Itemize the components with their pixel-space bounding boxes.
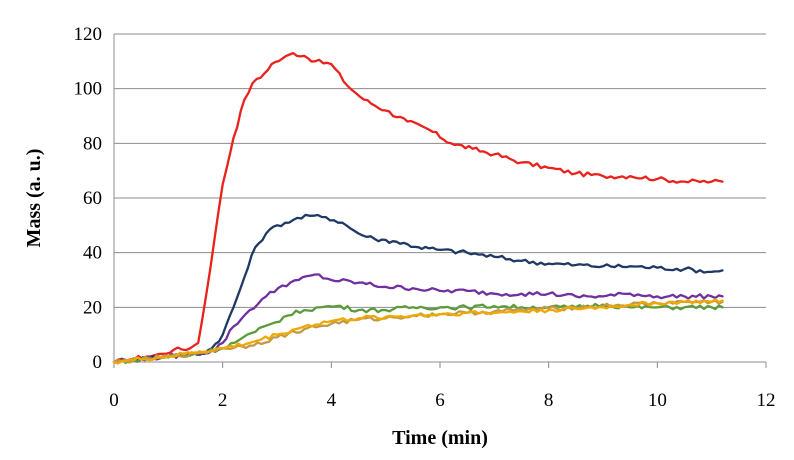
series-lines: [112, 51, 724, 365]
series-line-6: [112, 298, 724, 365]
y-tick-label: 80: [83, 133, 102, 154]
y-tick-label: 40: [83, 243, 102, 264]
x-tick-labels: 0 2 4 6 8 10 12: [109, 390, 775, 411]
x-tick-label: 6: [435, 390, 445, 411]
series-line-5: [112, 299, 724, 364]
axes: [113, 34, 767, 368]
y-tick-label: 100: [74, 79, 103, 100]
x-tick-label: 10: [648, 390, 667, 411]
y-tick-label: 60: [83, 188, 102, 209]
x-tick-label: 2: [218, 390, 228, 411]
x-axis-title: Time (min): [392, 427, 488, 449]
y-axis-title: Mass (a. u.): [23, 149, 45, 248]
y-tick-label: 120: [74, 24, 103, 45]
y-tick-label: 0: [93, 352, 103, 373]
y-tick-label: 20: [83, 297, 102, 318]
series-line-3: [112, 273, 724, 364]
y-tick-labels: 0 20 40 60 80 100 120: [74, 24, 103, 373]
x-tick-label: 12: [757, 390, 776, 411]
x-tick-label: 4: [327, 390, 337, 411]
series-line-4: [112, 302, 724, 364]
series-line-1: [112, 51, 724, 364]
x-tick-label: 0: [109, 390, 119, 411]
x-tick-label: 8: [544, 390, 554, 411]
